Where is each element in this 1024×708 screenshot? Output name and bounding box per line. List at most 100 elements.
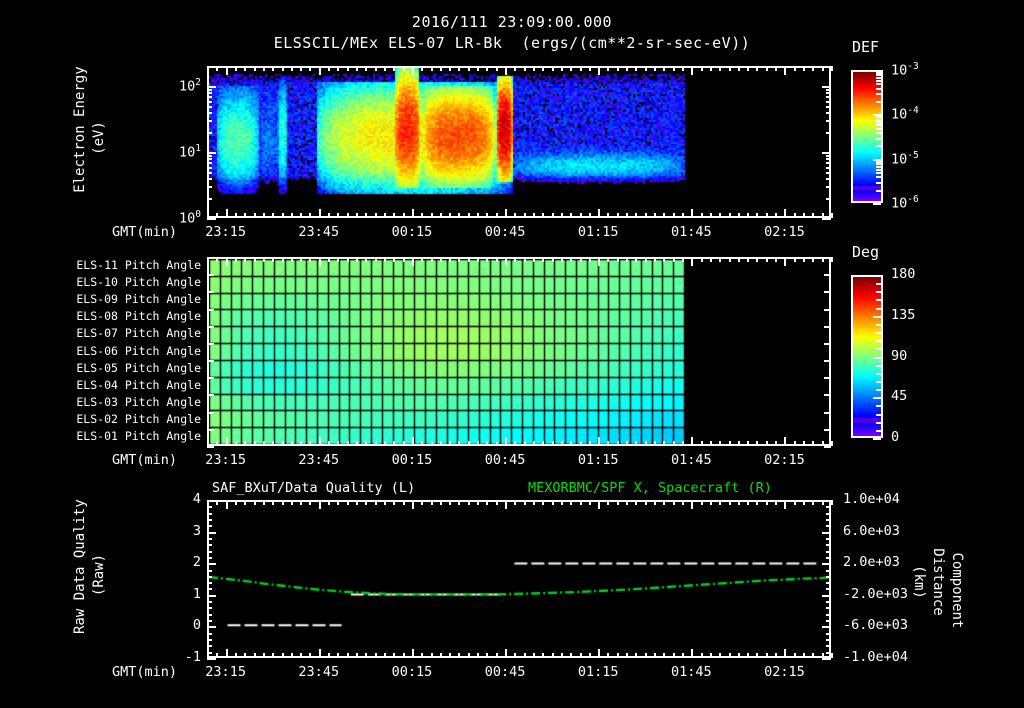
tick-mark	[337, 500, 339, 505]
tick-mark	[384, 500, 386, 505]
panel3-left-series-label: SAF_BXuT/Data Quality (L)	[212, 480, 416, 496]
tick-mark	[580, 653, 582, 658]
pitch-angle-row-label: ELS-06 Pitch Angle	[76, 343, 201, 358]
tick-mark	[738, 257, 740, 262]
tick-mark	[876, 405, 881, 407]
tick-mark	[710, 66, 712, 71]
tick-mark	[570, 213, 572, 218]
tick-mark	[876, 299, 881, 301]
tick-mark	[207, 394, 214, 396]
tick-mark	[673, 441, 675, 446]
tick-mark	[319, 649, 321, 658]
tick-mark	[826, 167, 831, 169]
tick-mark	[384, 441, 386, 446]
tick-mark	[589, 441, 591, 446]
tick-mark	[626, 500, 628, 505]
tick-mark	[794, 257, 796, 262]
tick-mark	[254, 500, 256, 505]
y-tick-label-right: 6.0e+03	[843, 522, 900, 539]
tick-mark	[654, 653, 656, 658]
energy-spectrogram-panel	[207, 66, 831, 218]
tick-mark	[282, 441, 284, 446]
tick-mark	[244, 441, 246, 446]
tick-mark	[766, 213, 768, 218]
tick-mark	[766, 441, 768, 446]
tick-mark	[421, 441, 423, 446]
tick-mark	[244, 66, 246, 71]
tick-mark	[826, 576, 831, 578]
tick-mark	[756, 500, 758, 505]
colorbar-tick-label: 90	[891, 347, 908, 364]
tick-mark	[794, 213, 796, 218]
tick-mark	[784, 209, 786, 218]
tick-mark	[263, 213, 265, 218]
tick-mark	[542, 257, 544, 262]
tick-mark	[826, 645, 831, 647]
tick-mark	[300, 257, 302, 262]
colorbar-tick-label: 10-6	[891, 194, 919, 212]
tick-mark	[617, 213, 619, 218]
colorbar-tick-label: 180	[891, 266, 916, 282]
tick-mark	[319, 209, 321, 218]
tick-mark	[514, 66, 516, 71]
tick-mark	[873, 316, 881, 318]
tick-mark	[766, 66, 768, 71]
tick-mark	[524, 441, 526, 446]
tick-mark	[347, 213, 349, 218]
tick-mark	[542, 500, 544, 505]
tick-mark	[244, 653, 246, 658]
tick-mark	[876, 430, 881, 432]
tick-mark	[207, 500, 216, 502]
x-tick-label: 02:15	[764, 664, 805, 680]
tick-mark	[207, 412, 214, 414]
tick-mark	[403, 66, 405, 71]
tick-mark	[635, 66, 637, 71]
tick-mark	[826, 538, 831, 540]
tick-mark	[309, 500, 311, 505]
tick-mark	[580, 213, 582, 218]
tick-mark	[263, 257, 265, 262]
tick-mark	[254, 441, 256, 446]
tick-mark	[347, 441, 349, 446]
tick-mark	[431, 257, 433, 262]
tick-mark	[207, 620, 212, 622]
def-colorbar	[851, 70, 883, 203]
tick-mark	[216, 257, 218, 262]
tick-mark	[505, 649, 507, 658]
tick-mark	[876, 332, 881, 334]
tick-mark	[626, 213, 628, 218]
x-tick-label: 02:15	[764, 452, 805, 468]
tick-mark	[826, 66, 831, 68]
tick-mark	[300, 441, 302, 446]
tick-mark	[458, 500, 460, 505]
tick-mark	[617, 66, 619, 71]
tick-mark	[207, 291, 214, 293]
tick-mark	[552, 66, 554, 71]
tick-mark	[263, 500, 265, 505]
y-tick-label-left: 1	[192, 585, 201, 602]
tick-mark	[824, 429, 831, 431]
tick-mark	[645, 257, 647, 262]
tick-mark	[319, 437, 321, 446]
tick-mark	[607, 257, 609, 262]
tick-mark	[822, 532, 831, 534]
tick-mark	[207, 101, 212, 103]
tick-mark	[337, 213, 339, 218]
tick-mark	[207, 178, 212, 180]
tick-mark	[766, 500, 768, 505]
tick-mark	[784, 66, 786, 75]
tick-mark	[561, 257, 563, 262]
tick-mark	[375, 257, 377, 262]
tick-mark	[826, 551, 831, 553]
tick-mark	[384, 66, 386, 71]
tick-mark	[654, 257, 656, 262]
tick-mark	[822, 213, 824, 218]
tick-mark	[775, 66, 777, 71]
tick-mark	[876, 161, 881, 163]
tick-mark	[826, 132, 831, 134]
tick-mark	[691, 209, 693, 218]
tick-mark	[468, 500, 470, 505]
tick-mark	[876, 80, 881, 82]
tick-mark	[719, 257, 721, 262]
tick-mark	[207, 198, 212, 200]
